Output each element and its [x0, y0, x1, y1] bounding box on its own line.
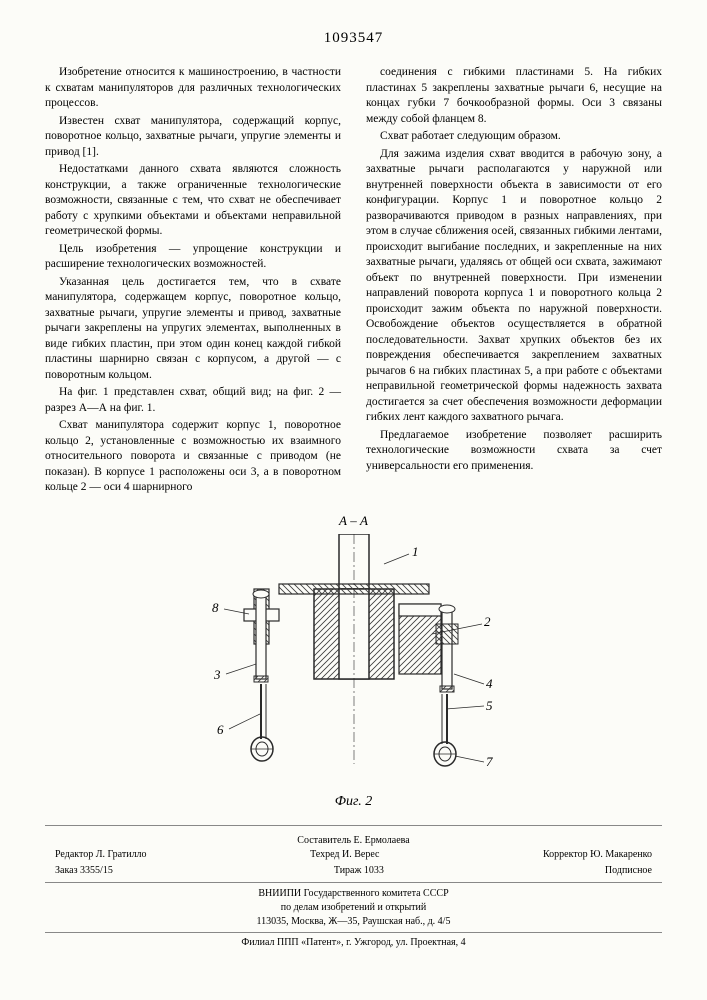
para: соединения с гибкими пластинами 5. На ги… [366, 65, 662, 127]
footer-subscription: Подписное [605, 864, 652, 878]
para: Изобретение относится к машиностроению, … [45, 65, 341, 112]
text-columns: Изобретение относится к машиностроению, … [45, 65, 662, 498]
para: Схват манипулятора содержит корпус 1, по… [45, 418, 341, 496]
figure-svg: 1 2 3 4 5 6 7 8 [184, 534, 524, 789]
para: Указанная цель достигается тем, что в сх… [45, 275, 341, 384]
footer-techred: Техред И. Верес [310, 848, 379, 862]
figure-caption: Фиг. 2 [45, 794, 662, 810]
left-column: Изобретение относится к машиностроению, … [45, 65, 341, 498]
page: 1093547 Изобретение относится к машиност… [0, 0, 707, 1000]
footer-addr1: 113035, Москва, Ж—35, Раушская наб., д. … [45, 915, 662, 929]
fig-label-2: 2 [484, 614, 491, 629]
footer-addr2: Филиал ППП «Патент», г. Ужгород, ул. Про… [45, 932, 662, 950]
fig-label-3: 3 [213, 667, 221, 682]
footer-org2: по делам изобретений и открытий [45, 901, 662, 915]
footer-compiler: Составитель Е. Ермолаева [45, 834, 662, 848]
fig-label-7: 7 [486, 754, 493, 769]
para: Цель изобретения — упрощение конструкции… [45, 242, 341, 273]
fig-label-5: 5 [486, 698, 493, 713]
footer-tirage: Тираж 1033 [334, 864, 384, 878]
fig-label-1: 1 [412, 544, 419, 559]
footer-order-row: Заказ 3355/15 Тираж 1033 Подписное [45, 864, 662, 878]
footer-order: Заказ 3355/15 [55, 864, 113, 878]
footer-editor: Редактор Л. Гратилло [55, 848, 147, 862]
para: Недостатками данного схвата являются сло… [45, 162, 341, 240]
footer-org: ВНИИПИ Государственного комитета СССР по… [45, 882, 662, 950]
footer-corrector: Корректор Ю. Макаренко [543, 848, 652, 862]
document-number: 1093547 [45, 30, 662, 47]
fig-label-4: 4 [486, 676, 493, 691]
para: Известен схват манипулятора, содержащий … [45, 114, 341, 161]
para: Схват работает следующим образом. [366, 129, 662, 145]
para: На фиг. 1 представлен схват, общий вид; … [45, 385, 341, 416]
footer: Составитель Е. Ермолаева Редактор Л. Гра… [45, 825, 662, 950]
para: Для зажима изделия схват вводится в рабо… [366, 147, 662, 426]
para: Предлагаемое изобретение позволяет расши… [366, 428, 662, 475]
footer-credits-row: Редактор Л. Гратилло Техред И. Верес Кор… [45, 848, 662, 862]
fig-label-8: 8 [212, 600, 219, 615]
figure-area: А – А [45, 513, 662, 810]
footer-org1: ВНИИПИ Государственного комитета СССР [45, 887, 662, 901]
figure-section-label: А – А [45, 513, 662, 529]
right-column: соединения с гибкими пластинами 5. На ги… [366, 65, 662, 498]
fig-label-6: 6 [217, 722, 224, 737]
